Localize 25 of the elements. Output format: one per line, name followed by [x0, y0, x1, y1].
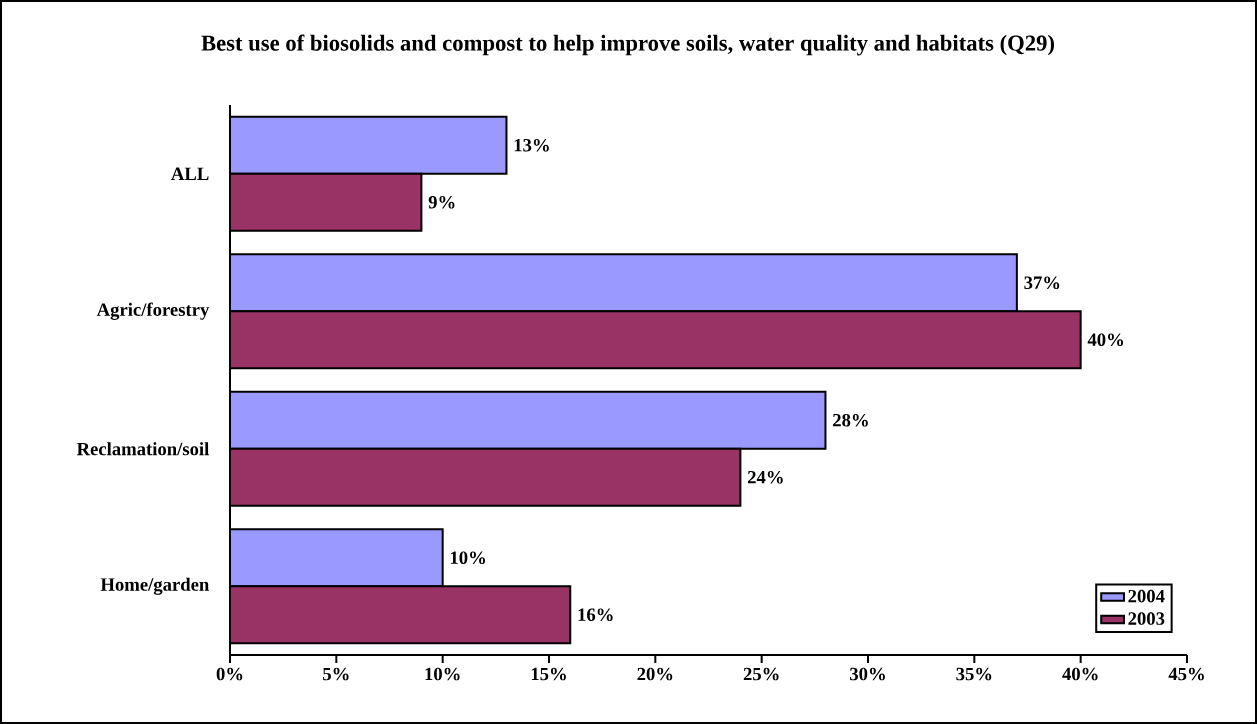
chart-title: Best use of biosolids and compost to help improve soils, water quality and habitats (Q29): [201, 34, 1054, 56]
y-tick-label: Home/garden: [100, 577, 210, 595]
y-tick-label: Agric/forestry: [96, 302, 210, 320]
x-tick-label: 15%: [531, 667, 566, 681]
x-tick-label: 20%: [637, 667, 673, 681]
x-tick-label: 40%: [1062, 667, 1098, 681]
data-label: 13%: [514, 138, 549, 152]
x-tick-label: 35%: [956, 667, 992, 681]
x-tick-label: 30%: [850, 667, 885, 681]
data-label: 28%: [833, 413, 868, 427]
x-tick-label: 45%: [1168, 667, 1204, 681]
y-tick-label: Reclamation/soil: [76, 442, 209, 456]
x-tick-label: 25%: [743, 667, 779, 681]
y-tick-label: ALL: [171, 167, 209, 180]
legend-label: 2003: [1128, 612, 1165, 625]
legend-label: 2004: [1128, 589, 1165, 603]
x-tick-label: 0%: [216, 667, 243, 681]
data-label: 37%: [1024, 276, 1060, 290]
data-label: 9%: [428, 195, 455, 209]
x-tick-label: 5%: [323, 667, 349, 681]
data-label: 10%: [450, 551, 486, 565]
data-label: 40%: [1087, 333, 1124, 347]
data-label: 24%: [747, 470, 783, 484]
x-tick-label: 10%: [425, 667, 460, 681]
data-label: 16%: [578, 608, 613, 622]
